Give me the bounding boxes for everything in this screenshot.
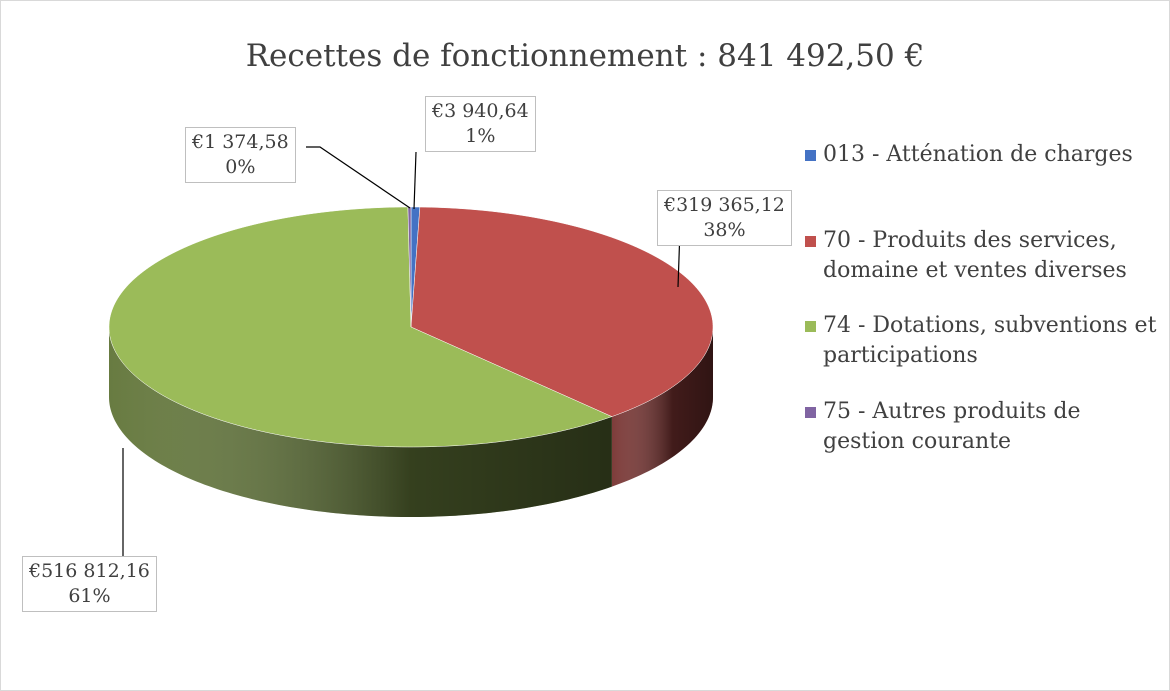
pie-side-shade: [611, 327, 713, 487]
leader-line: [306, 146, 411, 209]
data-label-value: €319 365,12: [664, 194, 785, 216]
pie-slice: [410, 206, 714, 417]
data-label-value: €516 812,16: [29, 560, 150, 582]
legend-entry: 75 - Autres produits de gestion courante: [805, 397, 1165, 457]
pie: [108, 206, 714, 517]
legend-swatch: [805, 321, 816, 332]
chart-title: Recettes de fonctionnement : 841 492,50 …: [245, 38, 925, 74]
legend-swatch: [805, 407, 816, 418]
legend-swatch: [805, 236, 816, 247]
legend-label: 75 - Autres produits de gestion courante: [823, 399, 1081, 454]
data-label: €516 812,16 61%: [22, 556, 157, 612]
data-label-percent: 0%: [225, 156, 256, 178]
data-label: €1 374,58 0%: [185, 127, 296, 183]
legend-label: 70 - Produits des services, domaine et v…: [823, 228, 1127, 283]
data-label: €3 940,64 1%: [425, 96, 536, 152]
data-label-percent: 61%: [68, 585, 111, 607]
legend-swatch: [805, 150, 816, 161]
data-label-percent: 38%: [703, 219, 746, 241]
data-label-value: €1 374,58: [192, 131, 289, 153]
pie-slice: [108, 206, 613, 448]
legend-entry: 74 - Dotations, subventions et participa…: [805, 311, 1165, 371]
leader-line: [413, 151, 417, 210]
data-label: €319 365,12 38%: [657, 190, 792, 246]
legend-entry: 013 - Atténation de charges: [805, 140, 1165, 170]
legend-label: 74 - Dotations, subventions et participa…: [823, 313, 1157, 368]
legend-entry: 70 - Produits des services, domaine et v…: [805, 226, 1165, 286]
data-label-value: €3 940,64: [432, 100, 529, 122]
data-label-percent: 1%: [465, 125, 496, 147]
legend-label: 013 - Atténation de charges: [823, 142, 1133, 167]
pie-side-shade: [109, 327, 612, 517]
